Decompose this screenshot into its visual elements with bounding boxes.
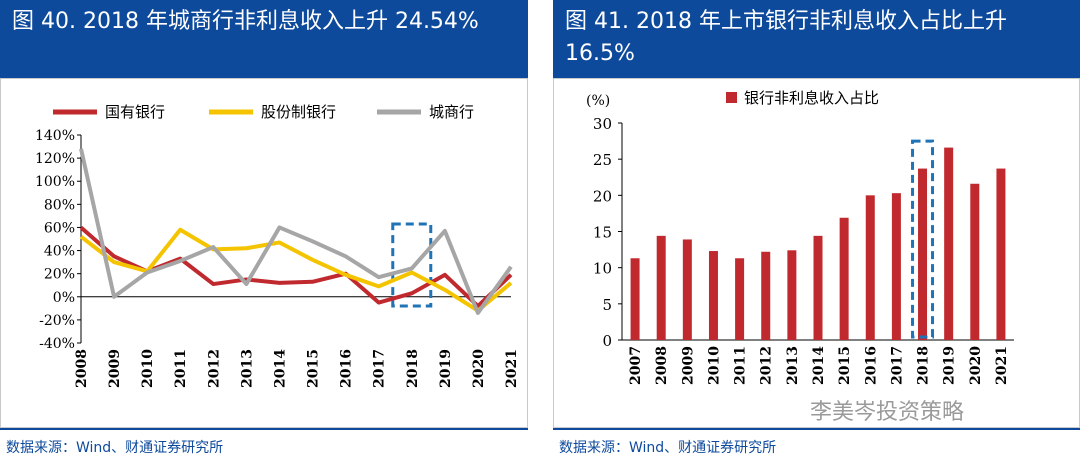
x-tick-label: 2008 [654, 346, 670, 385]
y-axis-unit: (%) [586, 93, 610, 109]
x-tick-label: 2021 [994, 346, 1010, 385]
bar-2013 [787, 250, 797, 340]
bar-2008 [656, 235, 666, 340]
left-chart-title: 图 40. 2018 年城商行非利息收入上升 24.54% [0, 0, 528, 78]
y-tick-label: 30 [593, 115, 612, 133]
x-tick-label: 2009 [107, 349, 123, 388]
left-chart-panel: 图 40. 2018 年城商行非利息收入上升 24.54% 国有银行 股份制银行 城… [0, 0, 528, 460]
series-line-city-commercial-banks [79, 148, 513, 315]
x-tick-label: 2018 [916, 346, 932, 385]
highlight-box-2018 [391, 222, 433, 308]
x-tick-label: 2015 [306, 349, 322, 388]
x-tick-label: 2015 [837, 346, 853, 385]
y-tick-label: 10 [593, 260, 612, 278]
y-tick-label: 40% [44, 244, 75, 260]
right-chart-panel: 图 41. 2018 年上市银行非利息收入占比上升 16.5% (%) 银行非利息… [553, 0, 1080, 460]
x-tick-label: 2019 [942, 346, 958, 385]
y-tick-label: 60% [44, 220, 75, 236]
x-tick-label: 2017 [889, 346, 905, 385]
bar-2015 [839, 217, 849, 340]
right-chart-source: 数据来源：Wind、财通证券研究所 [559, 440, 777, 456]
bar-2019 [944, 147, 954, 340]
left-chart-source: 数据来源：Wind、财通证券研究所 [6, 440, 224, 456]
highlight-box-2018 [911, 139, 935, 339]
x-tick-label: 2013 [785, 346, 801, 385]
right-chart-area: (%) 银行非利息收入占比 30 25 20 15 10 5 0 2007 2008 2009 2010… [553, 78, 1080, 428]
x-tick-label: 2010 [706, 346, 722, 385]
right-chart-title: 图 41. 2018 年上市银行非利息收入占比上升 16.5% [553, 0, 1080, 78]
x-tick-label: 2017 [372, 349, 388, 388]
bar-2009 [682, 239, 692, 340]
bar-2018 [918, 168, 928, 340]
bar-2016 [865, 195, 875, 340]
line-chart: 国有银行 股份制银行 城商行 140% 120% 100% 80% 60% 40% 20% 0% -2… [35, 103, 520, 388]
left-chart-area: 国有银行 股份制银行 城商行 140% 120% 100% 80% 60% 40% 20% 0% -2… [0, 78, 528, 428]
x-tick-label: 2021 [504, 349, 520, 388]
y-tick-label: 20% [44, 267, 75, 283]
y-tick-label: 0% [53, 290, 75, 306]
x-tick-label: 2009 [680, 346, 696, 385]
y-tick-label: 0 [602, 332, 612, 350]
watermark: 李美岑投资策略 [810, 400, 965, 425]
legend-label: 城商行 [429, 103, 474, 121]
y-tick-label: 140% [35, 128, 75, 144]
bar-2007 [630, 258, 640, 340]
legend-label: 银行非利息收入占比 [744, 89, 879, 107]
y-tick-label: 5 [602, 296, 612, 314]
y-tick-label: 15 [593, 224, 612, 242]
y-tick-label: 120% [35, 151, 75, 167]
legend-label: 国有银行 [105, 103, 165, 121]
x-tick-label: 2010 [140, 349, 156, 388]
x-tick-label: 2019 [438, 349, 454, 388]
x-tick-label: 2018 [405, 349, 421, 388]
x-tick-label: 2012 [759, 346, 775, 385]
legend-swatch [726, 92, 737, 103]
x-tick-label: 2020 [968, 346, 984, 385]
y-tick-label: 20 [593, 187, 612, 205]
x-tick-label: 2008 [74, 349, 90, 388]
x-tick-label: 2014 [811, 346, 827, 385]
x-tick-label: 2007 [628, 346, 644, 385]
bar-2014 [813, 235, 823, 340]
y-tick-label: 25 [593, 151, 612, 169]
y-tick-label: 80% [44, 197, 75, 213]
bar-2021 [996, 168, 1006, 340]
x-tick-label: 2016 [863, 346, 879, 385]
bar-2017 [891, 193, 901, 340]
bar-2010 [708, 251, 718, 340]
x-tick-label: 2012 [206, 349, 222, 388]
y-tick-label: -40% [39, 336, 75, 352]
bar-2011 [735, 258, 745, 340]
x-tick-label: 2011 [173, 349, 189, 388]
y-tick-label: -20% [39, 313, 75, 329]
legend-label: 股份制银行 [261, 103, 336, 121]
x-tick-label: 2020 [471, 349, 487, 388]
bar-2020 [970, 183, 980, 340]
x-tick-label: 2013 [239, 349, 255, 388]
x-tick-label: 2014 [272, 349, 288, 388]
y-tick-label: 100% [35, 174, 75, 190]
x-tick-label: 2011 [733, 346, 749, 385]
bar-2012 [761, 251, 771, 340]
x-tick-label: 2016 [339, 349, 355, 388]
left-footer-divider [0, 428, 528, 430]
series-line-joint-stock-banks [79, 227, 513, 313]
right-footer-divider [553, 428, 1080, 430]
